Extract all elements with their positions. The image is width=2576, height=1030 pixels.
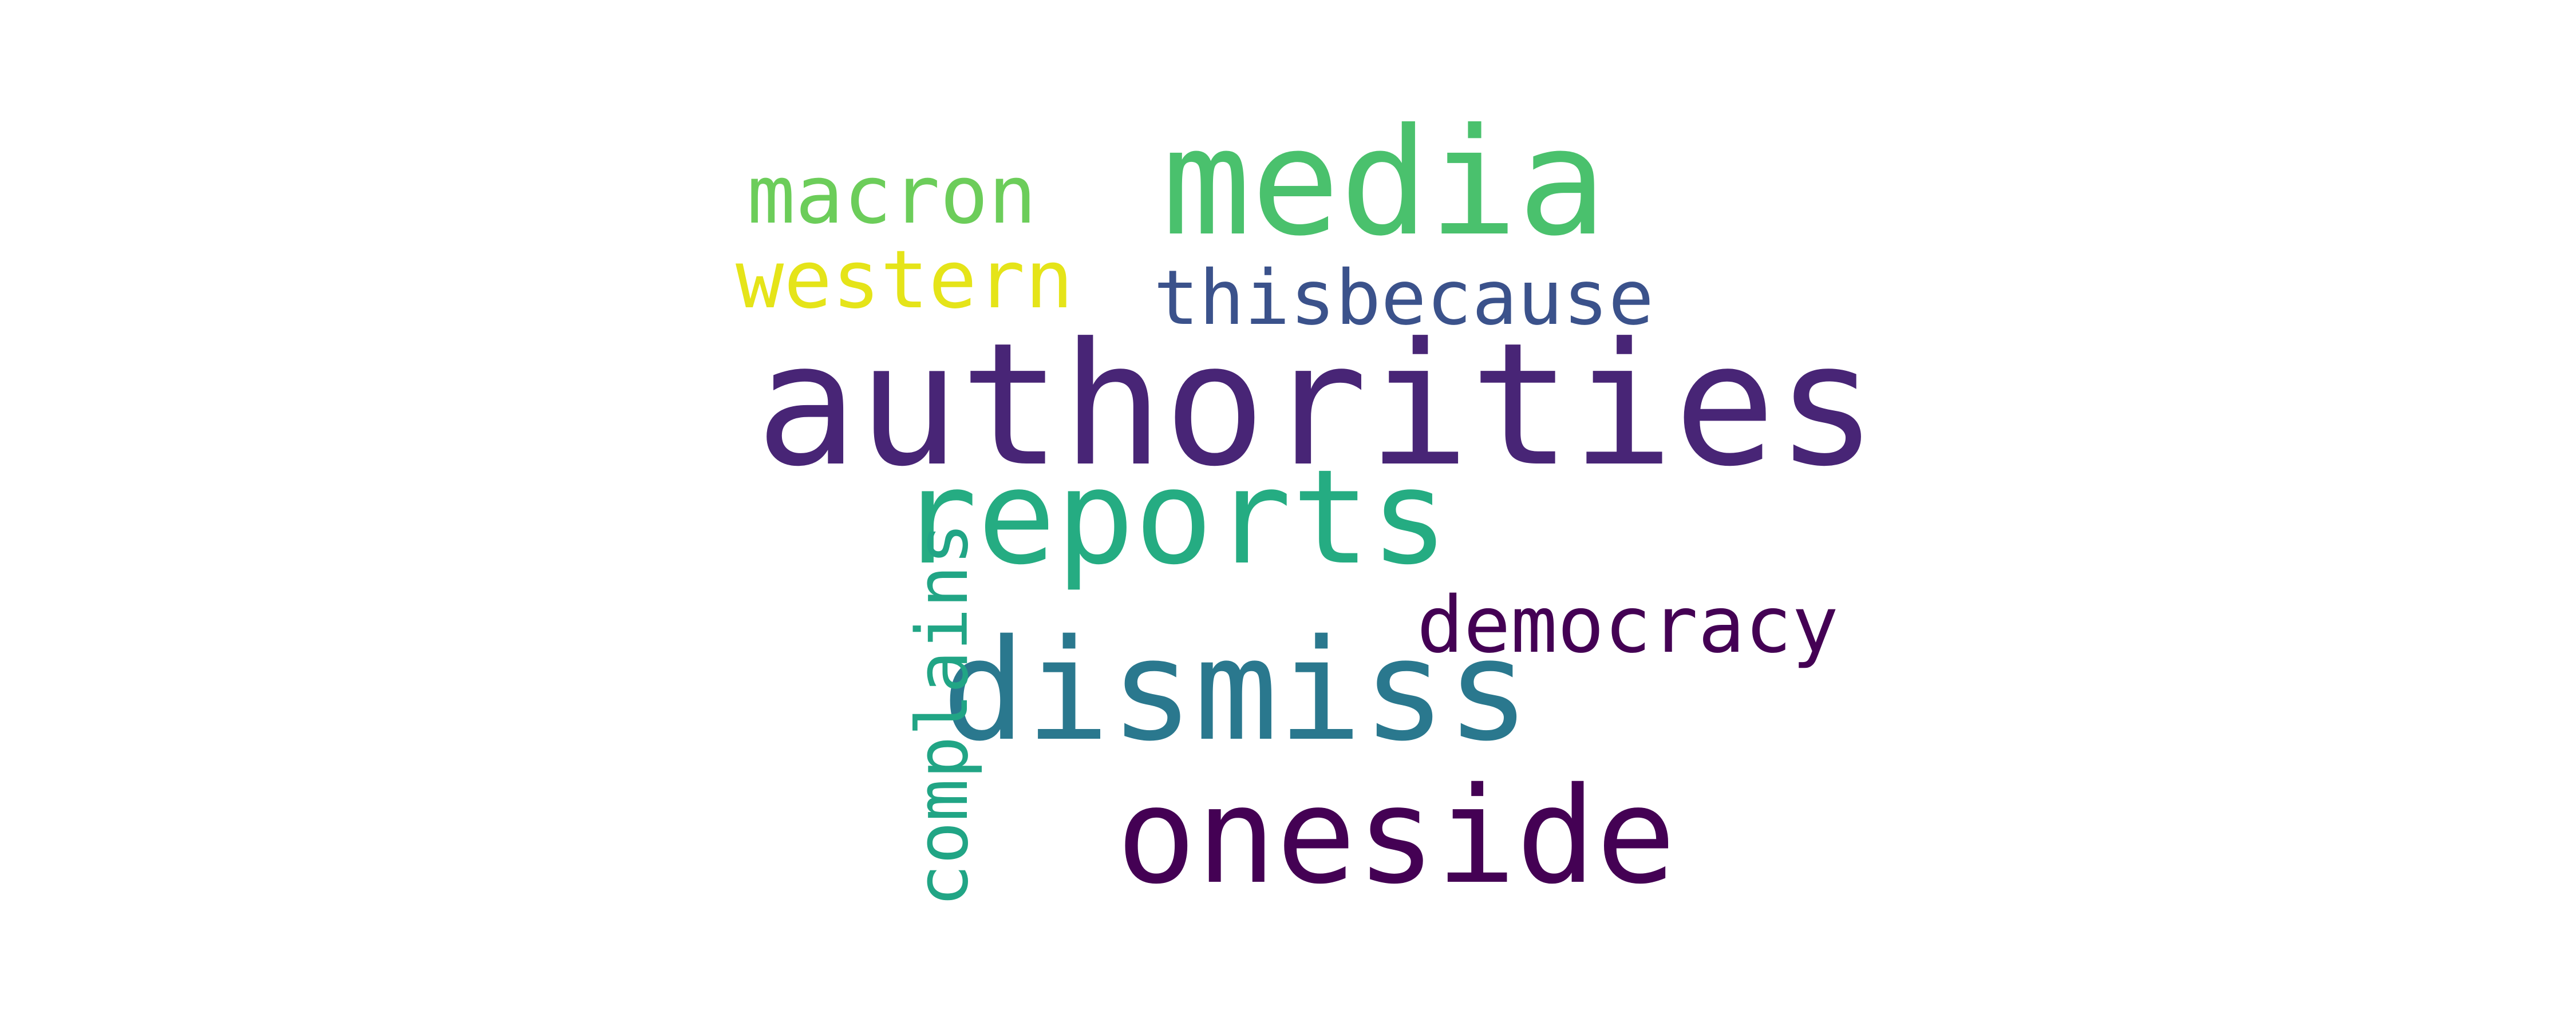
word-thisbecause: thisbecause <box>1153 254 1654 342</box>
word-reports: reports <box>899 441 1449 593</box>
word-dismiss: dismiss <box>942 609 1531 772</box>
word-authorities: authorities <box>756 306 1878 504</box>
word-democracy: democracy <box>1417 580 1839 671</box>
word-macron: macron <box>747 149 1037 242</box>
word-western: western <box>736 233 1074 327</box>
word-media: media <box>1162 97 1607 268</box>
word-complains: complains <box>902 522 984 907</box>
word-oneside: oneside <box>1116 759 1676 913</box>
